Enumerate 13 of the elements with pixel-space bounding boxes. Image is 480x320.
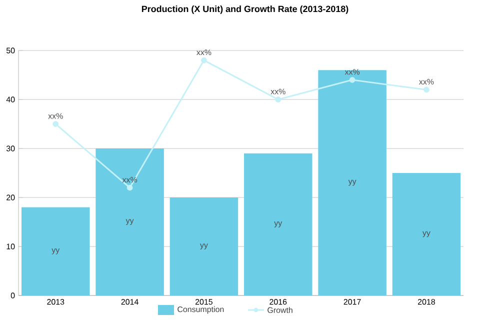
point xyxy=(275,96,282,102)
bar xyxy=(170,198,238,296)
point xyxy=(349,76,356,83)
point xyxy=(201,57,207,64)
chart-title: Production (X Unit) and Growth Rate (2013-2018) xyxy=(142,6,348,14)
point xyxy=(126,184,133,191)
bar xyxy=(392,173,461,296)
point xyxy=(52,121,59,127)
bar xyxy=(96,148,164,296)
bar xyxy=(318,70,386,296)
point xyxy=(424,86,430,93)
bar xyxy=(244,153,312,296)
bar xyxy=(22,207,90,296)
